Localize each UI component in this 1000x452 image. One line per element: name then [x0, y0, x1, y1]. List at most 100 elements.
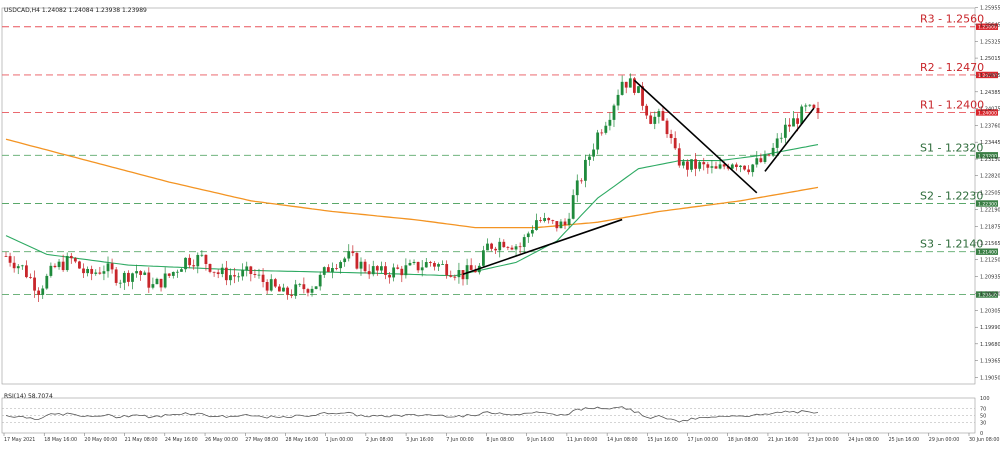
candle-body — [102, 271, 106, 274]
candle-body — [547, 218, 551, 221]
candle-body — [216, 272, 220, 275]
rsi-tick-label: 30 — [980, 421, 986, 427]
y-tick-label: 1.21565 — [980, 241, 1000, 247]
rsi-tick-label: 100 — [980, 396, 990, 402]
candle-body — [706, 164, 710, 168]
candle-body — [518, 246, 522, 248]
candle-body — [714, 166, 718, 169]
x-tick-label: 21 May 08:00 — [125, 437, 158, 443]
candle-body — [812, 104, 816, 108]
candle-body — [690, 159, 693, 170]
candle-body — [539, 220, 542, 221]
candle-body — [318, 274, 322, 287]
rsi-tick-label: 0 — [980, 431, 983, 437]
candle-body — [261, 274, 265, 283]
candle-body — [224, 267, 228, 281]
sma-slow-line — [5, 138, 819, 229]
candle-body — [718, 164, 722, 169]
candle-body — [384, 266, 387, 275]
candle-body — [4, 255, 8, 257]
candle-body — [445, 264, 449, 276]
level-price-tag-text: 1.25600 — [978, 25, 997, 31]
candle-body — [645, 105, 649, 116]
candle-body — [298, 284, 302, 286]
candle-body — [220, 267, 224, 275]
candle-body — [233, 275, 236, 277]
candle-body — [755, 158, 759, 165]
candle-body — [526, 233, 530, 238]
x-tick-label: 20 May 00:00 — [84, 437, 117, 443]
level-price-tag — [976, 109, 998, 116]
candle-body — [245, 266, 249, 271]
candle-body — [286, 287, 289, 295]
candle-body — [522, 237, 526, 247]
candle-body — [441, 264, 445, 265]
candle-body — [110, 263, 114, 270]
candle-body — [163, 273, 167, 288]
candle-body — [294, 284, 298, 296]
candle-body — [277, 286, 281, 292]
candle-body — [37, 290, 41, 295]
candle-body — [449, 275, 453, 277]
candle-body — [584, 159, 587, 181]
candle-body — [322, 267, 326, 275]
candle-body — [428, 262, 432, 263]
candle-body — [375, 266, 379, 271]
candle-body — [20, 265, 24, 267]
x-tick-label: 3 Jun 16:00 — [406, 437, 433, 443]
y-tick-label: 1.21875 — [980, 224, 1000, 230]
candle-body — [343, 258, 347, 263]
y-tick-label: 1.19365 — [980, 359, 1000, 365]
candle-body — [155, 278, 159, 285]
candle-body — [326, 267, 330, 272]
candle-body — [392, 267, 396, 278]
y-tick-label: 1.19990 — [980, 325, 1000, 331]
y-tick-label: 1.22820 — [980, 174, 1000, 180]
candle-body — [241, 270, 245, 277]
rsi-tick-label: 50 — [980, 414, 986, 420]
candle-body — [788, 124, 791, 127]
candle-body — [73, 258, 77, 262]
x-tick-label: 26 May 00:00 — [205, 437, 238, 443]
candle-body — [734, 164, 738, 167]
trendline — [633, 79, 758, 194]
candle-body — [559, 221, 563, 229]
candle-body — [669, 134, 673, 139]
candle-body — [747, 169, 751, 173]
level-price-tag-text: 1.24000 — [978, 110, 997, 116]
y-tick-label: 1.21250 — [980, 258, 1000, 264]
x-tick-label: 11 Jun 00:00 — [567, 437, 597, 443]
candle-body — [249, 266, 253, 275]
candle-body — [588, 156, 591, 160]
y-tick-label: 1.20305 — [980, 308, 1000, 314]
candle-body — [53, 265, 57, 268]
x-tick-label: 30 Jun 08:00 — [969, 437, 999, 443]
candle-body — [367, 271, 371, 275]
x-tick-label: 25 Jun 16:00 — [889, 437, 919, 443]
candle-body — [188, 257, 192, 266]
candle-body — [763, 154, 767, 162]
candle-body — [437, 264, 440, 267]
candle-body — [131, 273, 134, 282]
candle-body — [555, 221, 559, 229]
candle-body — [351, 251, 355, 254]
candle-body — [567, 218, 571, 225]
candle-body — [604, 125, 608, 133]
y-tick-label: 1.25325 — [980, 39, 1000, 45]
candle-body — [665, 120, 669, 135]
y-tick-label: 1.22190 — [980, 207, 1000, 213]
candle-body — [114, 269, 118, 283]
y-tick-label: 1.23130 — [980, 157, 1000, 163]
level-price-tag — [976, 200, 998, 207]
candle-body — [730, 164, 734, 169]
candle-body — [363, 261, 367, 272]
candle-body — [632, 78, 636, 93]
candle-body — [653, 116, 657, 124]
candle-body — [779, 137, 783, 139]
level-price-tag — [976, 291, 998, 298]
candle-body — [661, 111, 665, 121]
candle-body — [65, 255, 69, 271]
candle-body — [686, 161, 689, 170]
candle-body — [122, 272, 126, 283]
candle-body — [86, 268, 90, 274]
